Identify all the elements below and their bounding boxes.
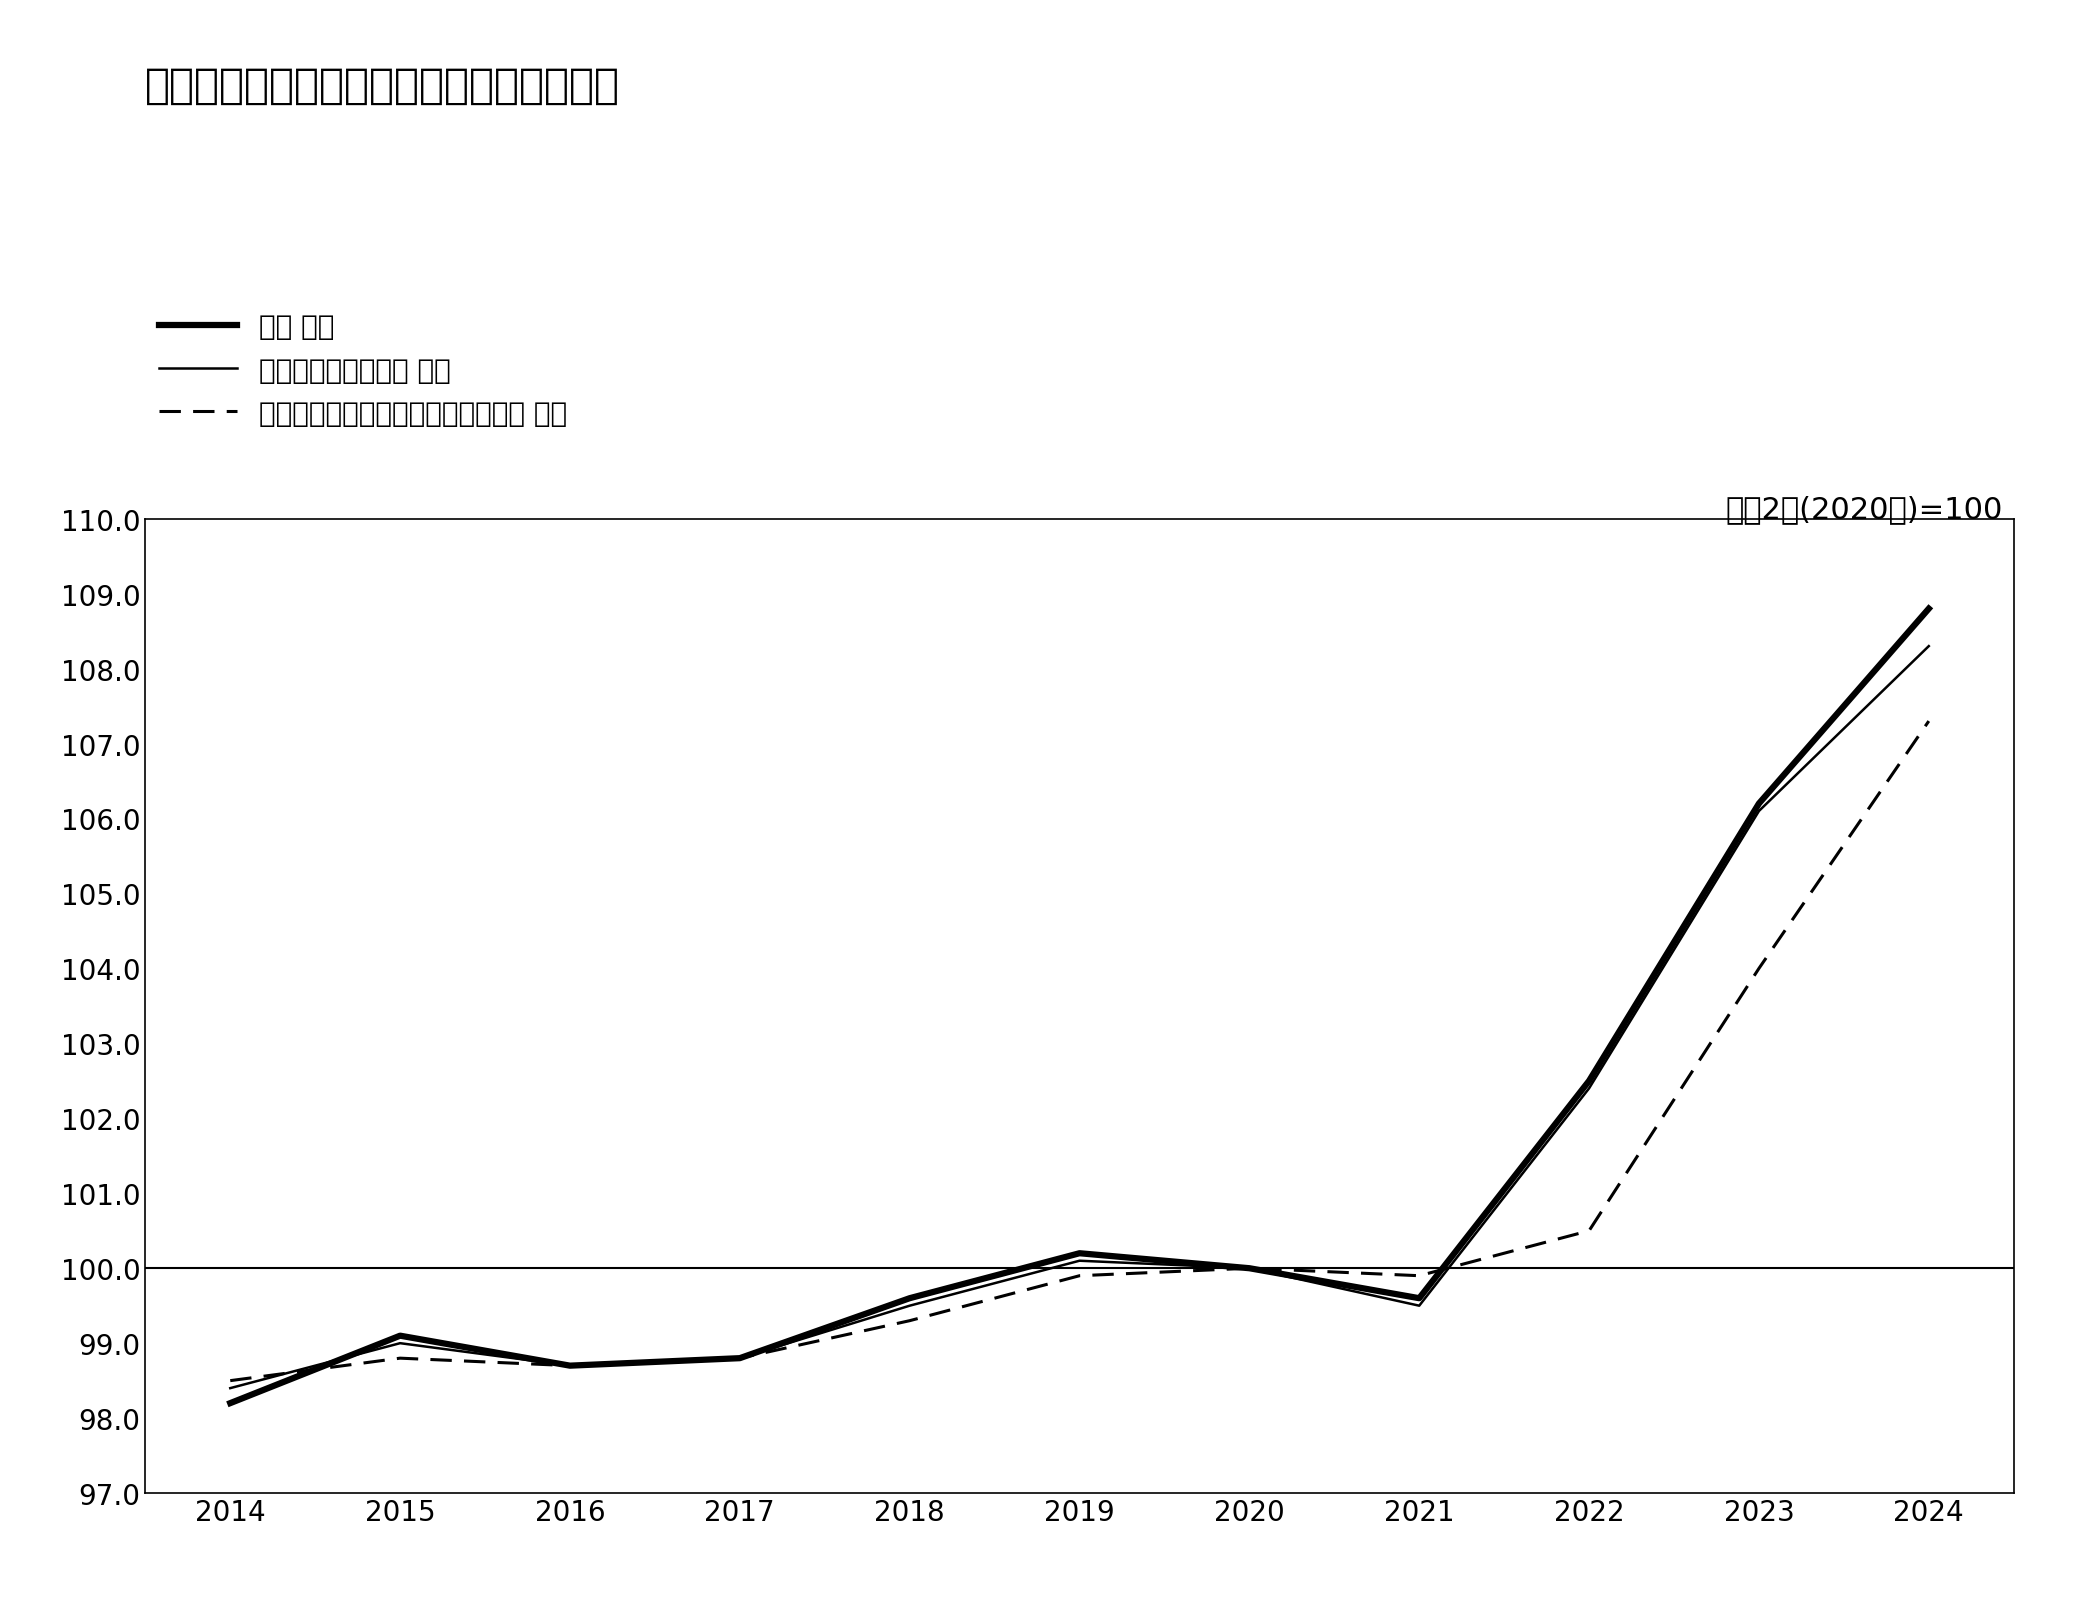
総合 指数 [1408, 1289, 1432, 1308]
総合 指数 [558, 1357, 583, 1376]
生鮮食品及びエネルギーを除く総合 指数 [558, 1357, 583, 1376]
総合 指数 [1067, 1243, 1092, 1263]
生鮮食品を除く総合 指数 [1576, 1079, 1601, 1099]
生鮮食品及びエネルギーを除く総合 指数 [1067, 1266, 1092, 1285]
生鮮食品及びエネルギーを除く総合 指数 [1408, 1266, 1432, 1285]
生鮮食品及びエネルギーを除く総合 指数 [897, 1311, 922, 1331]
生鮮食品及びエネルギーを除く総合 指数 [727, 1349, 752, 1368]
Line: 総合 指数: 総合 指数 [230, 609, 1929, 1404]
生鮮食品を除く総合 指数 [558, 1357, 583, 1376]
生鮮食品を除く総合 指数 [1746, 802, 1771, 821]
生鮮食品を除く総合 指数 [897, 1297, 922, 1316]
総合 指数 [727, 1349, 752, 1368]
生鮮食品を除く総合 指数 [1916, 636, 1941, 656]
生鮮食品及びエネルギーを除く総合 指数 [1237, 1259, 1262, 1279]
Text: 名古屋市消費者物価指数の年次推移グラフ: 名古屋市消費者物価指数の年次推移グラフ [145, 65, 621, 107]
生鮮食品及びエネルギーを除く総合 指数 [388, 1349, 413, 1368]
総合 指数 [388, 1326, 413, 1345]
Text: 令和2年(2020年)=100: 令和2年(2020年)=100 [1725, 495, 2003, 524]
生鮮食品を除く総合 指数 [1237, 1259, 1262, 1279]
生鮮食品及びエネルギーを除く総合 指数 [218, 1371, 243, 1391]
生鮮食品及びエネルギーを除く総合 指数 [1576, 1220, 1601, 1240]
生鮮食品を除く総合 指数 [388, 1334, 413, 1354]
総合 指数 [1916, 599, 1941, 618]
生鮮食品及びエネルギーを除く総合 指数 [1746, 959, 1771, 979]
Line: 生鮮食品及びエネルギーを除く総合 指数: 生鮮食品及びエネルギーを除く総合 指数 [230, 722, 1929, 1381]
総合 指数 [1746, 794, 1771, 813]
総合 指数 [897, 1289, 922, 1308]
総合 指数 [1576, 1071, 1601, 1091]
Legend: 総合 指数, 生鮮食品を除く総合 指数, 生鮮食品及びエネルギーを除く総合 指数: 総合 指数, 生鮮食品を除く総合 指数, 生鮮食品及びエネルギーを除く総合 指数 [160, 313, 567, 427]
総合 指数 [218, 1394, 243, 1414]
生鮮食品を除く総合 指数 [1067, 1251, 1092, 1271]
生鮮食品を除く総合 指数 [218, 1378, 243, 1397]
生鮮食品を除く総合 指数 [1408, 1297, 1432, 1316]
Line: 生鮮食品を除く総合 指数: 生鮮食品を除く総合 指数 [230, 646, 1929, 1388]
総合 指数 [1237, 1259, 1262, 1279]
生鮮食品を除く総合 指数 [727, 1349, 752, 1368]
生鮮食品及びエネルギーを除く総合 指数 [1916, 712, 1941, 732]
